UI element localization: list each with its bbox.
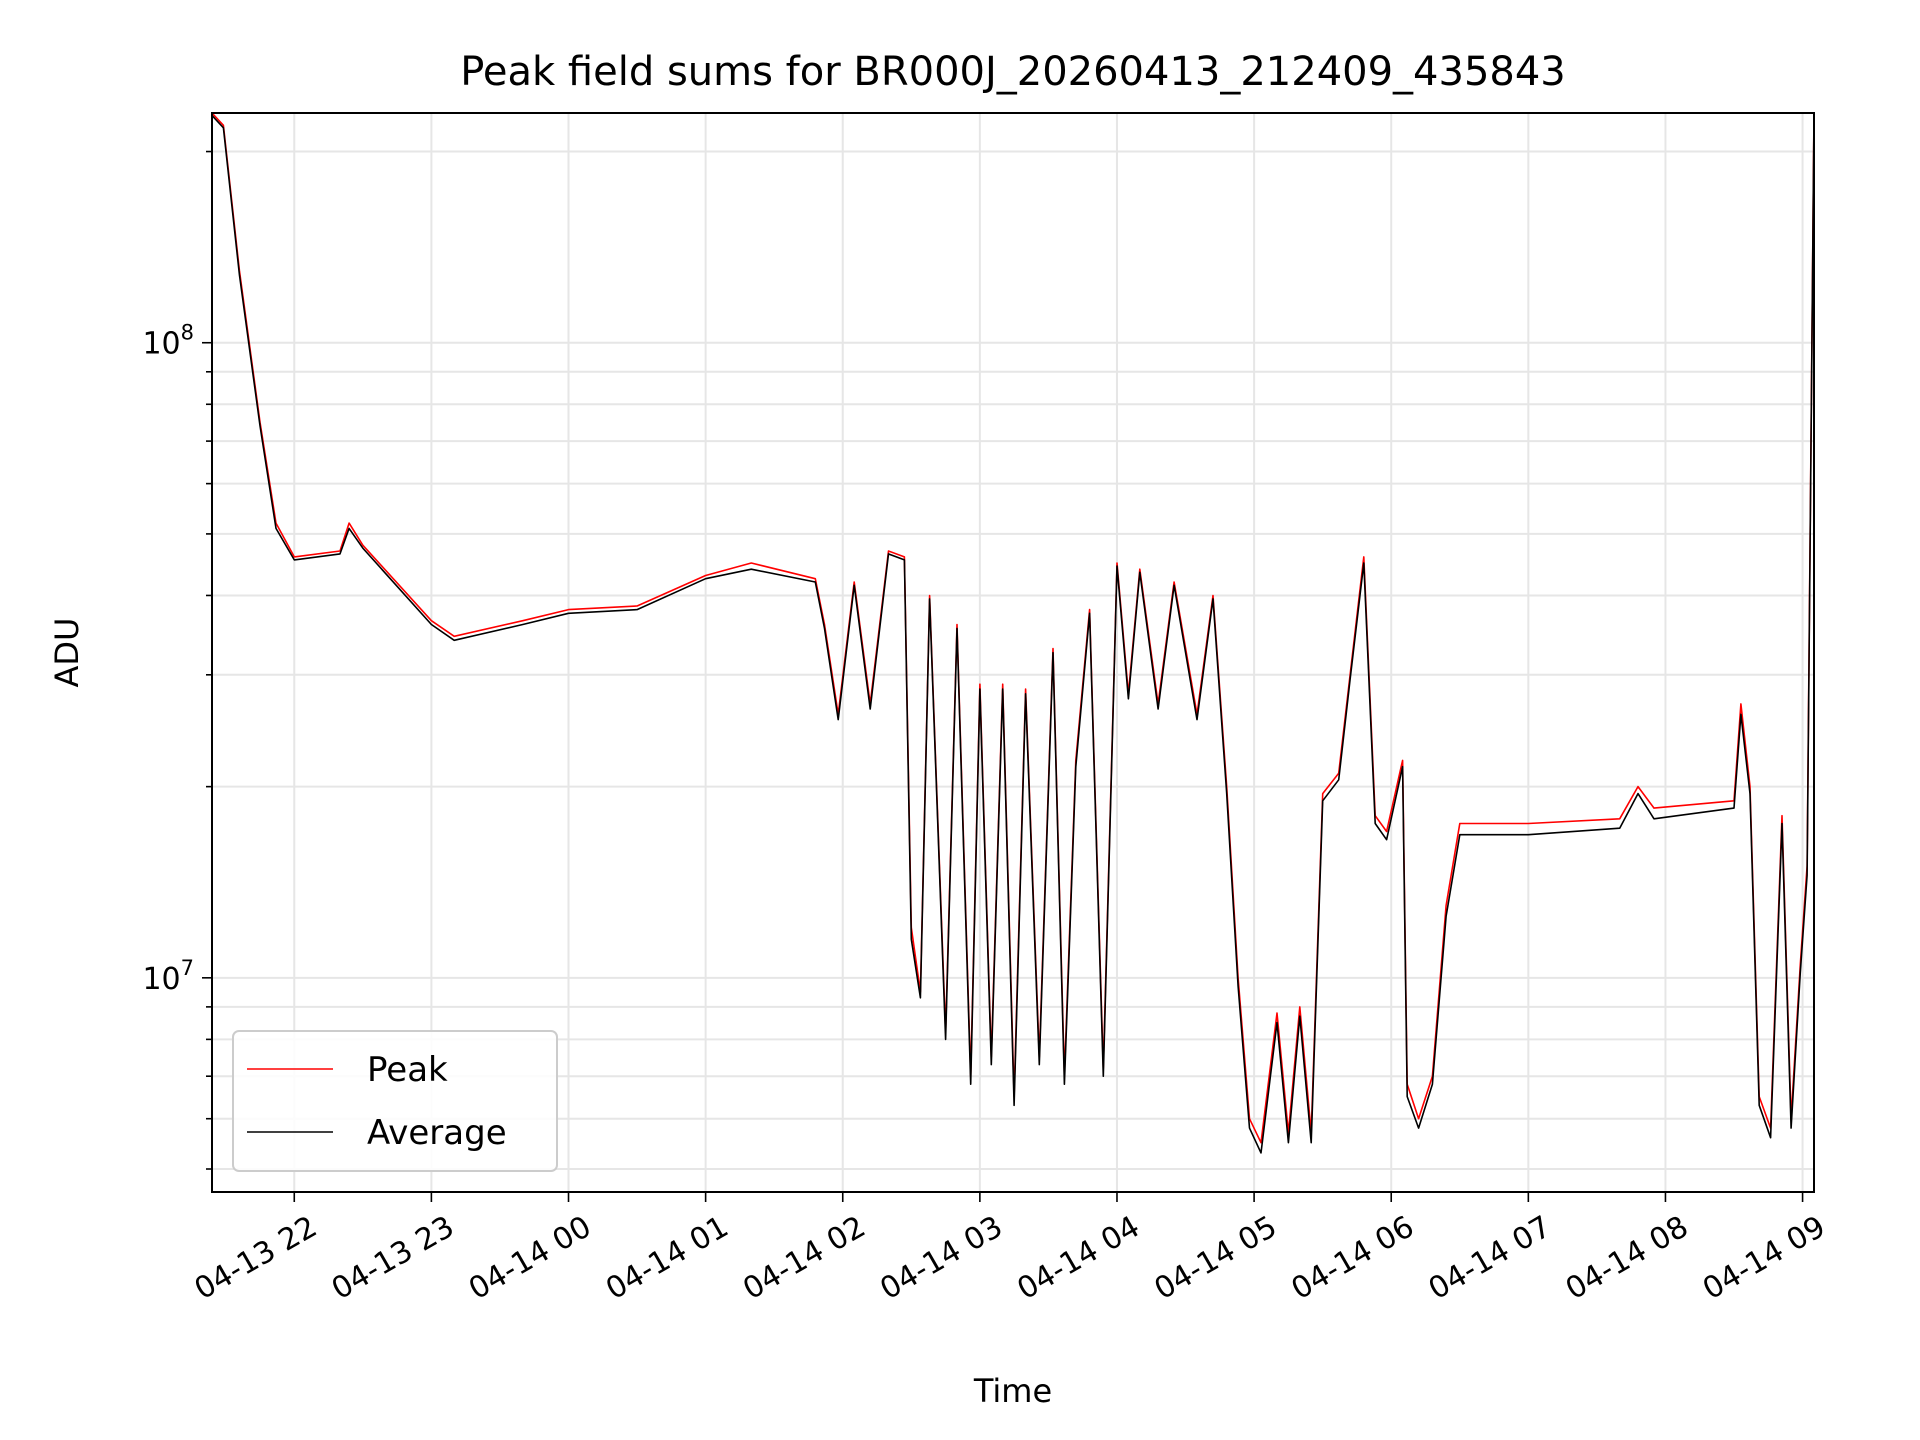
y-axis-title: ADU (48, 618, 86, 688)
plot-frame (211, 112, 1815, 1193)
chart-title: Peak field sums for BR000J_20260413_2124… (460, 49, 1566, 95)
legend: Peak Average (232, 1030, 558, 1172)
legend-label-average: Average (367, 1113, 507, 1153)
y-tick-label: 108 (142, 321, 194, 362)
legend-label-peak: Peak (367, 1050, 448, 1090)
legend-box (232, 1030, 558, 1172)
x-axis-title: Time (973, 1372, 1052, 1410)
y-tick-label: 107 (142, 956, 194, 997)
series-line-peak (211, 112, 1815, 1144)
series-group (211, 112, 1815, 1154)
series-line-average (211, 114, 1815, 1154)
